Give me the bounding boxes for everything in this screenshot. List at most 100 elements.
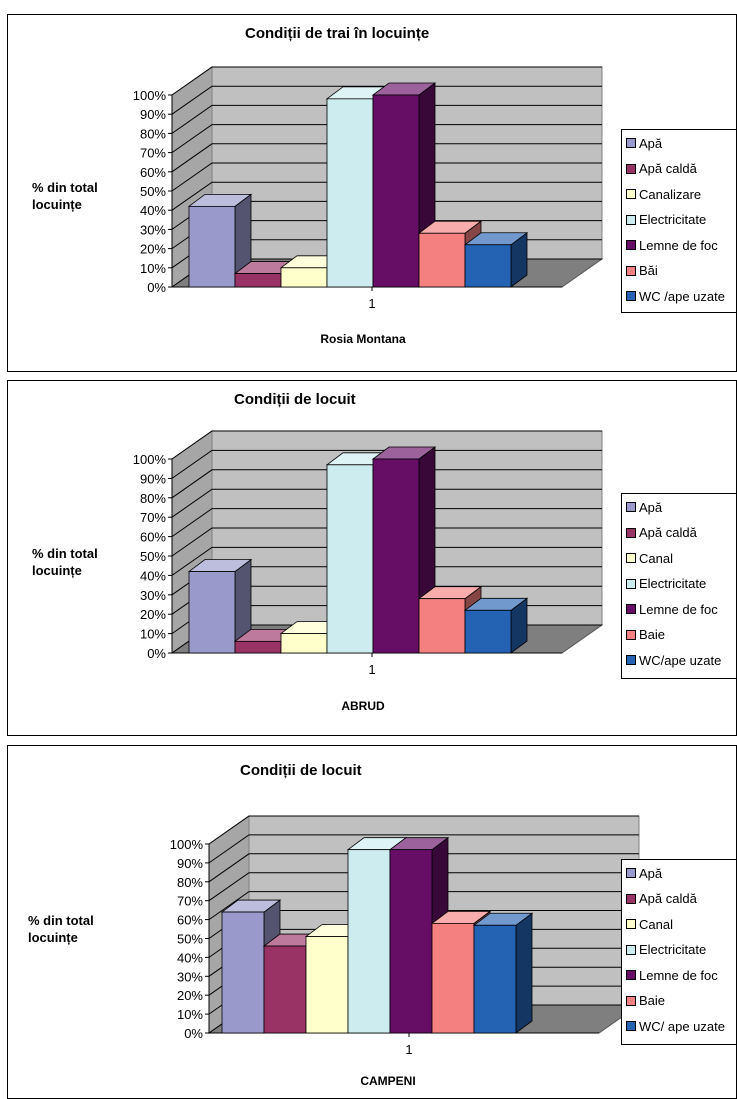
bar — [417, 585, 483, 654]
legend-swatch — [626, 655, 636, 665]
bar — [371, 446, 437, 654]
bar-side — [515, 912, 533, 1034]
y-tick-label: 40% — [177, 950, 203, 965]
legend-item: Canal — [626, 915, 673, 933]
gridline — [208, 853, 639, 883]
legend-item: Apă caldă — [626, 890, 697, 908]
legend-item: Baie — [626, 626, 665, 644]
chart-panel-rosia-montana: 0% 10% 20% 30% 40% 50% 60% 70% 80% 90% 100% 1 Condi… — [7, 14, 737, 372]
y-tick-label: 90% — [140, 107, 166, 122]
legend-label: Apă caldă — [639, 525, 697, 540]
bar-front — [280, 267, 328, 288]
y-tick-label: 80% — [140, 126, 166, 141]
y-tick-label: 0% — [147, 280, 166, 295]
bar-front — [372, 458, 420, 654]
legend-item: Apă caldă — [626, 524, 697, 542]
legend-label: Apă — [639, 865, 663, 881]
y-tick-label: 0% — [147, 646, 166, 661]
gridline — [171, 85, 602, 115]
y-axis-label: % din total locuințe — [32, 180, 98, 212]
y-tick-label: 60% — [177, 913, 203, 928]
legend-label: Electricitate — [639, 212, 707, 227]
legend-item: Canalizare — [626, 185, 701, 203]
bar-front — [418, 598, 466, 654]
legend-item: Apă — [626, 864, 662, 882]
legend-swatch — [626, 970, 636, 980]
legend-swatch — [626, 240, 636, 250]
chart-plot-campeni: 0% 10% 20% 30% 40% 50% 60% 70% 80% 90% 100% 1 — [170, 815, 641, 1057]
legend-label: WC/ape uzate — [639, 652, 722, 668]
gridline — [171, 124, 602, 154]
bar — [463, 597, 529, 654]
legend-swatch — [626, 629, 636, 640]
legend-label: WC /ape uzate — [639, 288, 725, 304]
y-tick-label: 70% — [140, 510, 166, 525]
bar-front — [234, 273, 282, 288]
y-tick-label: 60% — [140, 530, 166, 545]
legend-swatch — [626, 1021, 636, 1031]
y-tick-label: 100% — [133, 452, 167, 467]
legend-swatch — [626, 578, 636, 589]
bar — [463, 231, 529, 288]
bar-front — [234, 640, 282, 654]
bar-front — [221, 911, 265, 1034]
legend-item: Electricitate — [626, 575, 706, 593]
y-tick-label: 30% — [140, 588, 166, 603]
gridline — [171, 104, 602, 134]
gridline — [171, 508, 602, 538]
legend-swatch — [626, 893, 636, 904]
legend-swatch — [626, 189, 636, 199]
legend-swatch — [626, 919, 636, 929]
legend-item: Apă — [626, 498, 662, 516]
bar — [187, 558, 253, 654]
y-tick-label: 20% — [140, 607, 166, 622]
legend-label: Lemne de foc — [639, 967, 718, 983]
y-tick-label: 30% — [140, 222, 166, 237]
legend-item: Baie — [626, 992, 665, 1010]
legend-label: Lemne de foc — [639, 601, 718, 617]
bar-front — [464, 244, 512, 288]
y-tick-label: 10% — [140, 261, 166, 276]
legend-item: Canal — [626, 549, 673, 567]
bar-front — [188, 205, 236, 288]
legend-item: Apă caldă — [626, 160, 697, 178]
chart-plot-rosia-montana: 0% 10% 20% 30% 40% 50% 60% 70% 80% 90% 100% 1 — [133, 66, 604, 311]
legend-label: Canal — [639, 916, 673, 932]
legend-swatch — [626, 527, 636, 538]
gridline — [208, 834, 639, 864]
y-axis-label: % din total locuințe — [32, 546, 98, 578]
gridline — [171, 430, 602, 460]
y-tick-label: 80% — [140, 491, 166, 506]
chart-panel-abrud: 0% 10% 20% 30% 40% 50% 60% 70% 80% 90% 100% 1 Condi… — [7, 380, 737, 736]
bar-front — [431, 922, 475, 1034]
legend-item: Lemne de foc — [626, 236, 718, 254]
y-tick-label: 90% — [177, 856, 203, 871]
legend-item: WC/ ape uzate — [626, 1017, 725, 1035]
bar — [472, 912, 534, 1034]
gridline — [171, 527, 602, 557]
legend-item: Băi — [626, 262, 658, 280]
legend-swatch — [626, 868, 636, 878]
bar-front — [389, 849, 433, 1034]
gridline — [208, 872, 639, 902]
bar-front — [418, 232, 466, 288]
bar-front — [263, 945, 307, 1034]
y-tick-label: 20% — [140, 242, 166, 257]
chart-title: Condiții de trai în locuințe — [245, 25, 430, 42]
legend-item: Apă — [626, 134, 662, 152]
legend-label: Canalizare — [639, 186, 702, 202]
gridline — [208, 891, 639, 921]
bar-front — [305, 936, 349, 1034]
legend-swatch — [626, 502, 636, 512]
y-tick-label: 30% — [177, 969, 203, 984]
chart-legend: Apă Apă caldă Canalizare Electricitate Lemne… — [621, 129, 736, 313]
bar-front — [326, 98, 374, 288]
x-axis-label: Rosia Montana — [320, 332, 406, 346]
legend-label: Apă — [639, 499, 663, 515]
legend-swatch — [626, 995, 636, 1006]
legend-label: Baie — [639, 627, 666, 642]
legend-label: Electricitate — [639, 576, 707, 591]
chart-legend: Apă Apă caldă Canal Electricitate Lemne de f… — [621, 493, 736, 679]
gridline — [171, 449, 602, 479]
legend-swatch — [626, 138, 636, 148]
